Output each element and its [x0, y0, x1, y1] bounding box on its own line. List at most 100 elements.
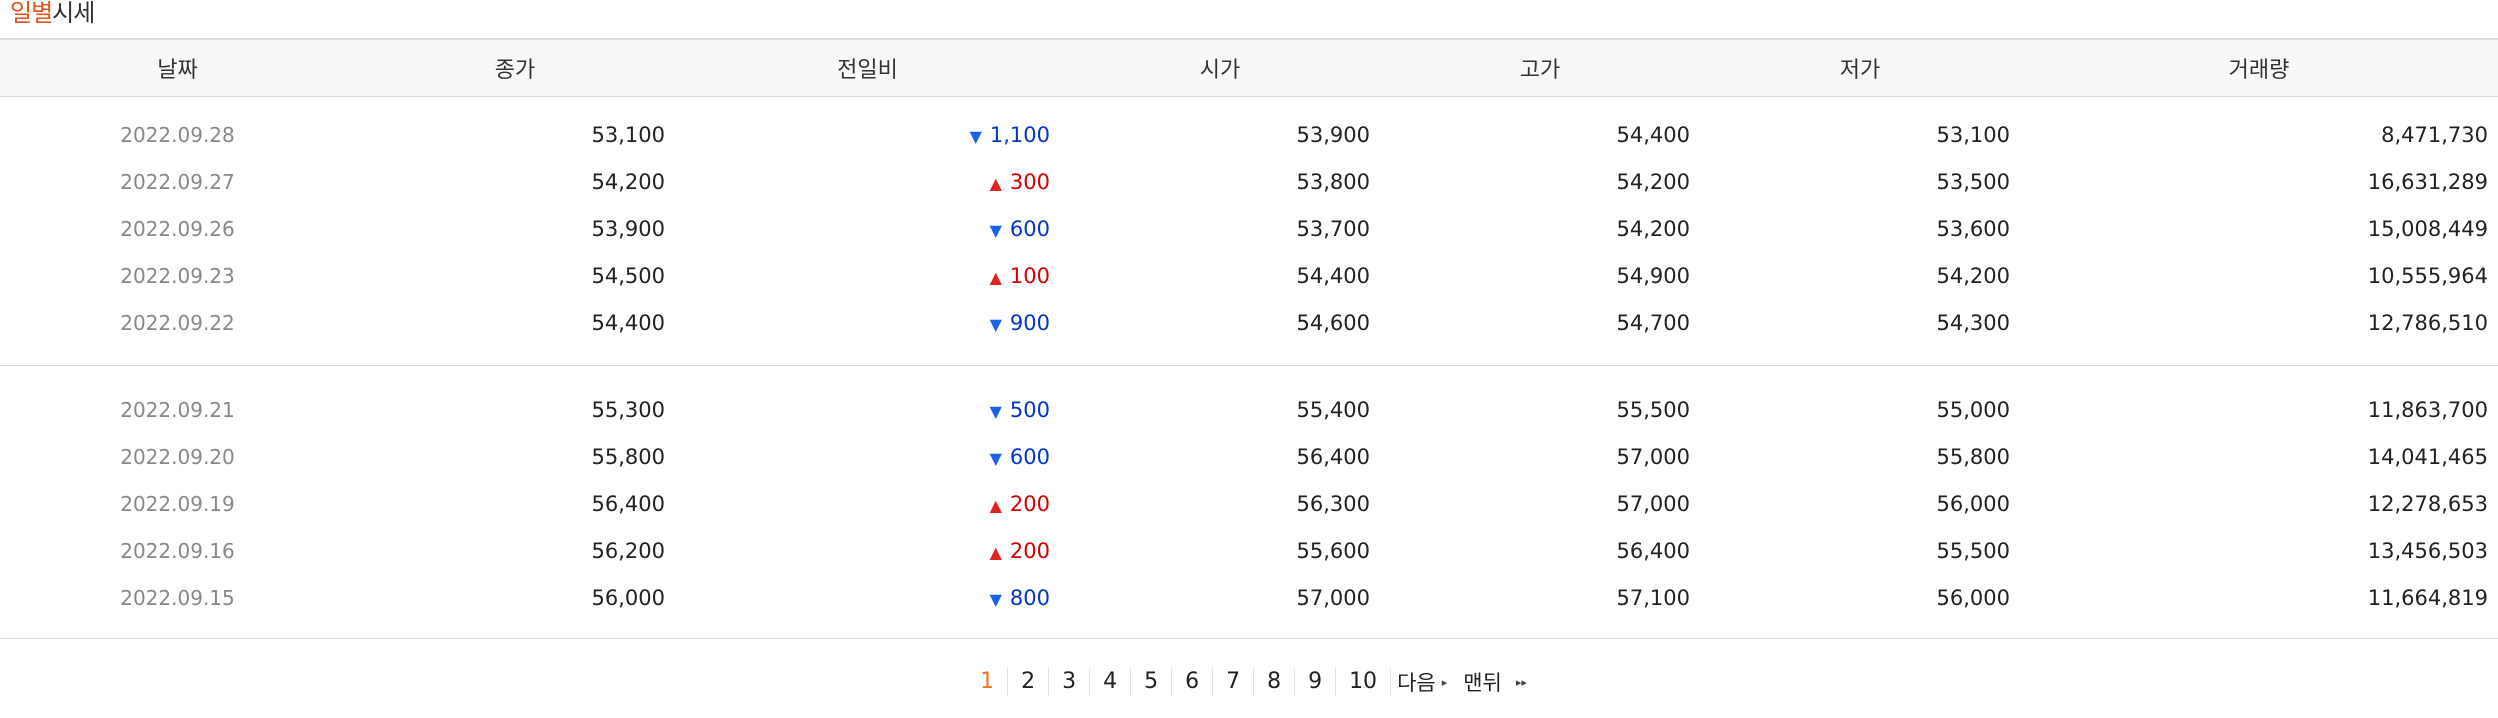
header-open: 시가 [1060, 38, 1380, 97]
header-close: 종가 [355, 38, 675, 97]
cell-change: ▼ 800 [675, 574, 1060, 621]
page-link-5[interactable]: 5 [1131, 668, 1173, 696]
change-amount: 600 [1009, 217, 1050, 242]
daily-price-table: 날짜 종가 전일비 시가 고가 저가 거래량 2022.09.28 53,100 ▼… [0, 38, 2498, 639]
table-row: 2022.09.16 56,200 ▲ 200 55,600 56,400 55,500 13… [0, 527, 2498, 574]
cell-open: 55,400 [1296, 397, 1370, 422]
next-arrow-icon: ▸ [1441, 675, 1448, 689]
page-link-4[interactable]: 4 [1090, 668, 1132, 696]
cell-volume: 8,471,730 [2381, 122, 2488, 147]
change-value: ▼ 1,100 [970, 123, 1050, 147]
cell-low: 55,800 [1936, 444, 2010, 469]
next-page-label: 다음 [1397, 671, 1436, 695]
cell-change: ▲ 200 [675, 527, 1060, 574]
cell-volume: 12,786,510 [2367, 310, 2488, 335]
cell-close: 54,400 [591, 310, 665, 335]
cell-date: 2022.09.15 [120, 585, 235, 610]
change-value: ▲ 200 [990, 492, 1050, 516]
section-title-highlight: 일별 [10, 0, 53, 27]
cell-low: 53,100 [1936, 122, 2010, 147]
next-page-link[interactable]: 다음 ▸ [1391, 667, 1451, 697]
cell-high: 54,200 [1616, 216, 1690, 241]
section-title-rest: 시세 [52, 0, 95, 27]
cell-open: 54,600 [1296, 310, 1370, 335]
page-link-8[interactable]: 8 [1254, 668, 1296, 696]
change-value: ▲ 200 [990, 539, 1050, 563]
arrow-up-icon: ▲ [989, 542, 1002, 562]
cell-date: 2022.09.23 [120, 263, 235, 288]
cell-change: ▼ 600 [675, 205, 1060, 252]
table-row: 2022.09.20 55,800 ▼ 600 56,400 57,000 55,800 14… [0, 433, 2498, 480]
page-link-10[interactable]: 10 [1336, 668, 1392, 696]
table-row: 2022.09.26 53,900 ▼ 600 53,700 54,200 53,600 15… [0, 205, 2498, 252]
header-low: 저가 [1700, 38, 2020, 97]
arrow-down-icon: ▼ [989, 314, 1002, 334]
cell-date: 2022.09.26 [120, 216, 235, 241]
table-row: 2022.09.28 53,100 ▼ 1,100 53,900 54,400 53,100… [0, 111, 2498, 158]
arrow-down-icon: ▼ [989, 401, 1002, 421]
last-page-label: 맨뒤 [1463, 671, 1502, 695]
cell-date: 2022.09.28 [120, 122, 235, 147]
header-change: 전일비 [675, 38, 1060, 97]
change-value: ▼ 800 [990, 586, 1050, 610]
change-amount: 800 [1009, 586, 1050, 611]
row-spacer [0, 365, 2498, 386]
cell-open: 53,700 [1296, 216, 1370, 241]
row-spacer [0, 621, 2498, 639]
table-row: 2022.09.15 56,000 ▼ 800 57,000 57,100 56,000 11… [0, 574, 2498, 621]
cell-date: 2022.09.22 [120, 310, 235, 335]
cell-volume: 11,863,700 [2367, 397, 2488, 422]
page-link-7[interactable]: 7 [1213, 668, 1255, 696]
cell-high: 57,000 [1616, 491, 1690, 516]
cell-low: 54,200 [1936, 263, 2010, 288]
table-row: 2022.09.21 55,300 ▼ 500 55,400 55,500 55,000 11… [0, 386, 2498, 433]
cell-high: 54,200 [1616, 169, 1690, 194]
change-value: ▼ 500 [990, 398, 1050, 422]
change-value: ▲ 300 [990, 170, 1050, 194]
cell-high: 55,500 [1616, 397, 1690, 422]
last-page-link[interactable]: 맨뒤 ▸▸ [1457, 667, 1531, 697]
arrow-down-icon: ▼ [989, 220, 1002, 240]
cell-open: 56,400 [1296, 444, 1370, 469]
cell-volume: 12,278,653 [2367, 491, 2488, 516]
arrow-up-icon: ▲ [989, 267, 1002, 287]
cell-open: 57,000 [1296, 585, 1370, 610]
cell-close: 56,200 [591, 538, 665, 563]
cell-date: 2022.09.20 [120, 444, 235, 469]
table-header-row: 날짜 종가 전일비 시가 고가 저가 거래량 [0, 38, 2498, 97]
header-date: 날짜 [0, 38, 355, 97]
cell-date: 2022.09.19 [120, 491, 235, 516]
page-link-6[interactable]: 6 [1172, 668, 1214, 696]
cell-close: 54,500 [591, 263, 665, 288]
page-link-9[interactable]: 9 [1295, 668, 1337, 696]
cell-open: 55,600 [1296, 538, 1370, 563]
change-amount: 600 [1009, 445, 1050, 470]
last-arrow-icon: ▸▸ [1515, 675, 1527, 689]
cell-high: 57,100 [1616, 585, 1690, 610]
cell-close: 53,100 [591, 122, 665, 147]
cell-date: 2022.09.27 [120, 169, 235, 194]
cell-close: 53,900 [591, 216, 665, 241]
table-row: 2022.09.19 56,400 ▲ 200 56,300 57,000 56,000 12… [0, 480, 2498, 527]
page-link-3[interactable]: 3 [1049, 668, 1091, 696]
cell-close: 56,000 [591, 585, 665, 610]
cell-date: 2022.09.21 [120, 397, 235, 422]
page-link-2[interactable]: 2 [1008, 668, 1050, 696]
cell-low: 54,300 [1936, 310, 2010, 335]
cell-close: 55,300 [591, 397, 665, 422]
cell-volume: 11,664,819 [2367, 585, 2488, 610]
cell-change: ▲ 200 [675, 480, 1060, 527]
table-row: 2022.09.27 54,200 ▲ 300 53,800 54,200 53,500 16… [0, 158, 2498, 205]
cell-low: 56,000 [1936, 585, 2010, 610]
cell-change: ▼ 900 [675, 299, 1060, 346]
arrow-down-icon: ▼ [989, 448, 1002, 468]
cell-high: 57,000 [1616, 444, 1690, 469]
cell-low: 55,500 [1936, 538, 2010, 563]
cell-open: 54,400 [1296, 263, 1370, 288]
cell-date: 2022.09.16 [120, 538, 235, 563]
page-link-1[interactable]: 1 [967, 668, 1009, 696]
change-amount: 900 [1009, 311, 1050, 336]
change-value: ▲ 100 [990, 264, 1050, 288]
cell-volume: 14,041,465 [2367, 444, 2488, 469]
cell-close: 54,200 [591, 169, 665, 194]
